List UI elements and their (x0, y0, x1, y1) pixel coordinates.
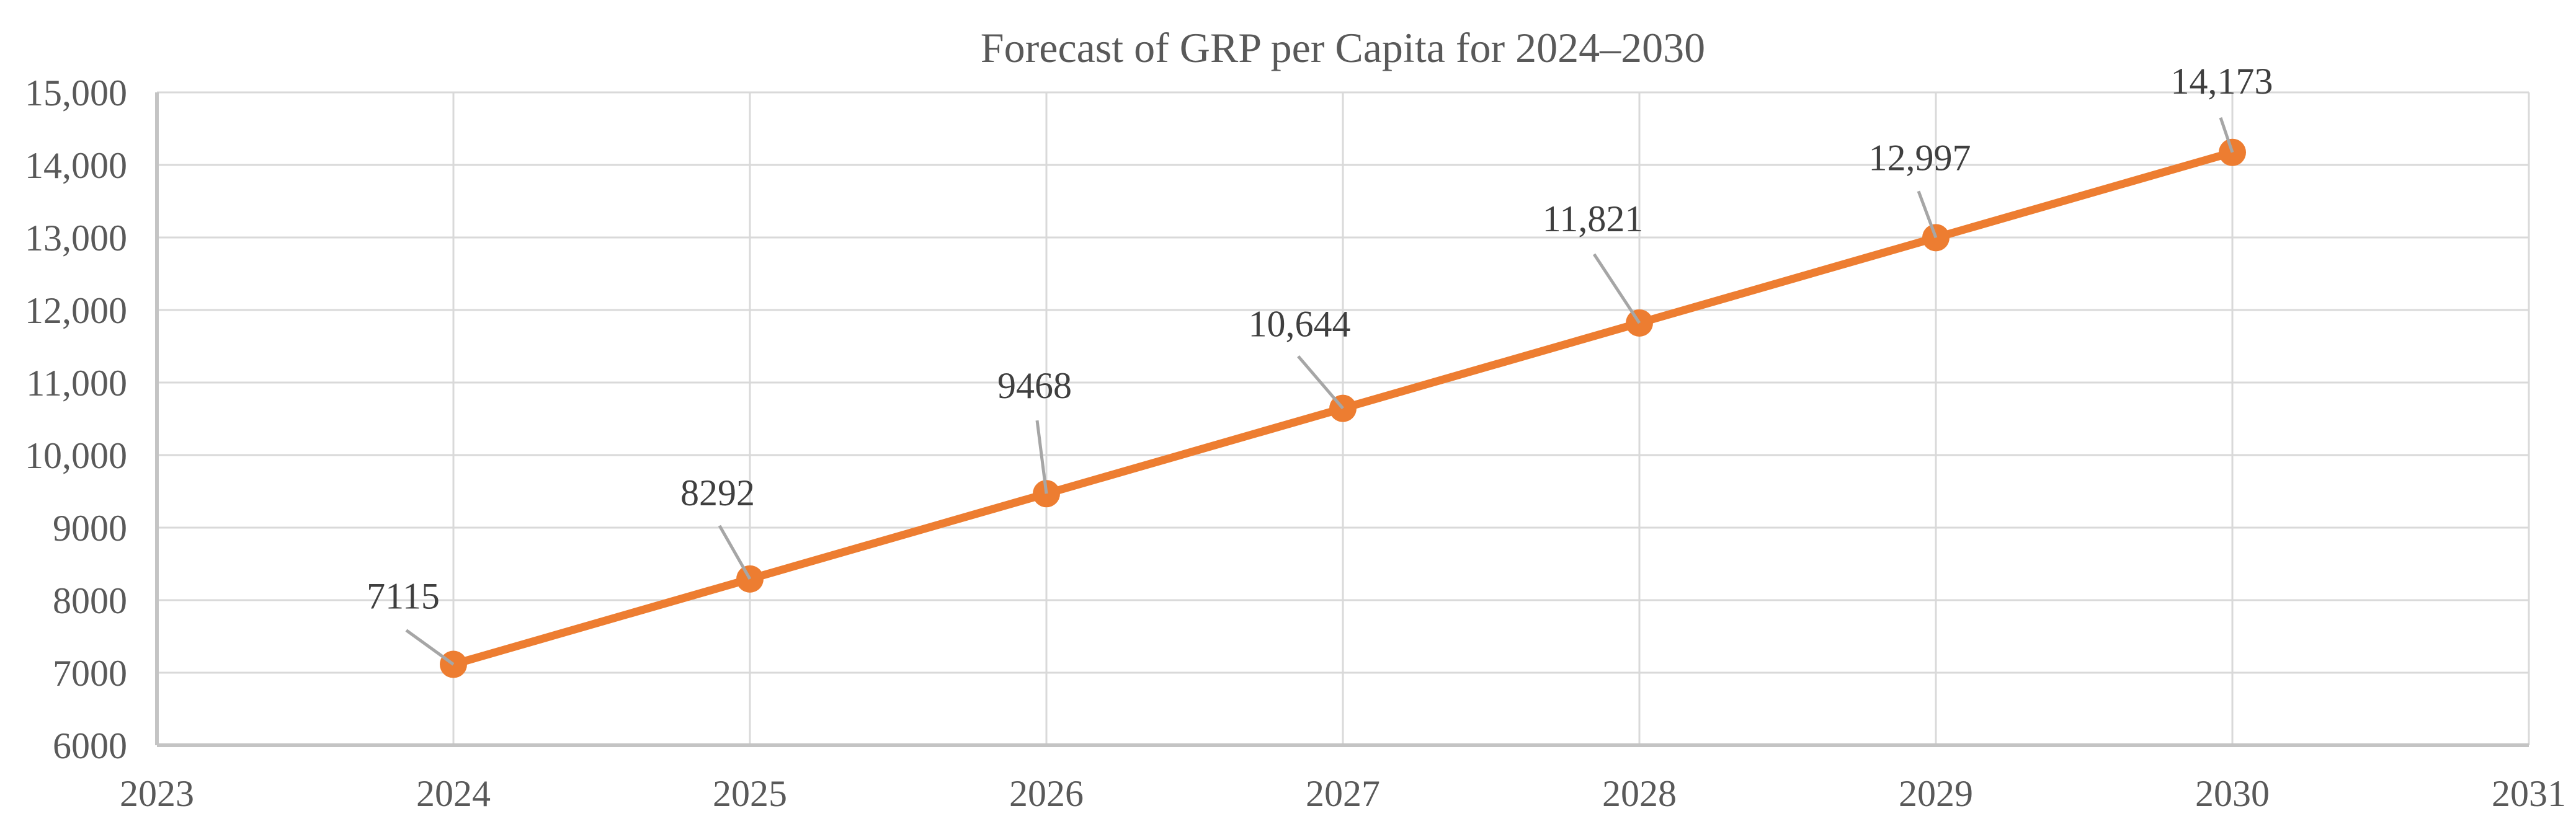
leader-line (2219, 117, 2234, 153)
data-label: 7115 (367, 576, 440, 617)
data-labels: 7115 8292 9468 10,644 11,821 12,997 14,173 (367, 61, 2273, 617)
x-tick-label: 2026 (1009, 773, 1084, 814)
y-tick-label: 13,000 (25, 218, 127, 259)
y-tick-label: 8000 (53, 580, 127, 621)
y-tick-label: 9000 (53, 508, 127, 549)
y-tick-label: 6000 (53, 725, 127, 766)
y-tick-label: 12,000 (25, 290, 127, 331)
x-tick-label: 2025 (713, 773, 787, 814)
leader-line (718, 525, 752, 580)
leader-lines (405, 117, 2234, 666)
x-tick-label: 2031 (2492, 773, 2566, 814)
leader-line (1917, 190, 1938, 239)
data-label: 11,821 (1543, 198, 1644, 239)
leader-line (1592, 253, 1641, 324)
leader-line (405, 629, 455, 666)
y-tick-label: 10,000 (25, 435, 127, 476)
x-tick-label: 2029 (1899, 773, 1973, 814)
axis-lines (155, 92, 2529, 747)
leader-line (1035, 420, 1048, 494)
x-tick-label: 2030 (2195, 773, 2270, 814)
x-tick-label: 2024 (416, 773, 491, 814)
data-label: 10,644 (1249, 304, 1351, 345)
y-tick-label: 15,000 (25, 73, 127, 113)
data-label: 8292 (680, 472, 755, 513)
y-axis-tick-labels: 6000 7000 8000 9000 10,000 11,000 12,000 13,000… (25, 73, 127, 766)
y-tick-label: 7000 (53, 653, 127, 694)
chart-title: Forecast of GRP per Capita for 2024–2030 (981, 24, 1705, 71)
x-tick-label: 2027 (1306, 773, 1380, 814)
x-tick-label: 2023 (120, 773, 194, 814)
x-tick-label: 2028 (1602, 773, 1677, 814)
data-label: 9468 (997, 365, 1072, 406)
leader-line (1297, 355, 1344, 410)
y-tick-label: 14,000 (25, 145, 127, 186)
x-axis-tick-labels: 2023 2024 2025 2026 2027 2028 2029 2030 2031 (120, 773, 2566, 814)
y-tick-label: 11,000 (26, 363, 127, 404)
data-label: 12,997 (1869, 137, 1971, 178)
data-label: 14,173 (2171, 61, 2273, 102)
